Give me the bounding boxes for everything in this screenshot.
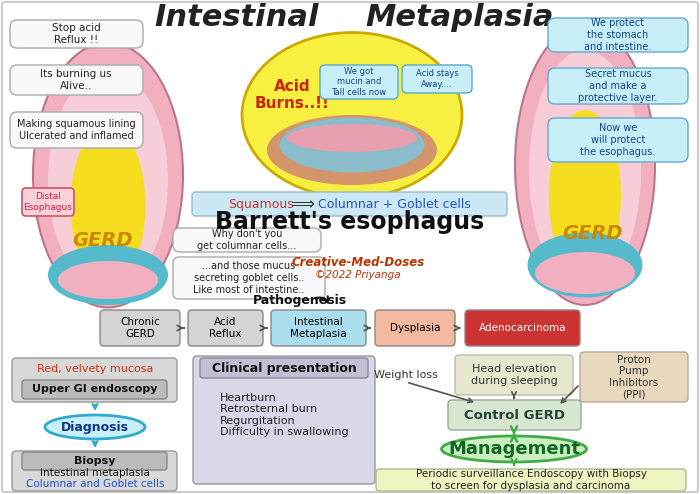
FancyBboxPatch shape xyxy=(448,400,581,430)
FancyBboxPatch shape xyxy=(22,380,167,399)
FancyBboxPatch shape xyxy=(465,310,580,346)
FancyBboxPatch shape xyxy=(188,310,263,346)
FancyBboxPatch shape xyxy=(10,20,143,48)
FancyBboxPatch shape xyxy=(100,310,180,346)
FancyBboxPatch shape xyxy=(548,118,688,162)
FancyBboxPatch shape xyxy=(455,355,573,395)
Text: ©2022 Priyanga: ©2022 Priyanga xyxy=(315,270,401,280)
Text: Head elevation
during sleeping: Head elevation during sleeping xyxy=(470,364,557,386)
FancyBboxPatch shape xyxy=(10,65,143,95)
Ellipse shape xyxy=(48,245,168,305)
Text: Metaplasia: Metaplasia xyxy=(365,3,554,33)
Text: GERD: GERD xyxy=(73,231,133,249)
Text: We protect
the stomach
and intestine.: We protect the stomach and intestine. xyxy=(584,18,652,51)
Text: Intestinal
Metaplasia: Intestinal Metaplasia xyxy=(290,317,346,339)
Text: Acid
Burns..!!: Acid Burns..!! xyxy=(255,79,330,111)
Text: Intestinal: Intestinal xyxy=(155,3,319,33)
Text: Pathogenesis: Pathogenesis xyxy=(253,293,347,306)
FancyBboxPatch shape xyxy=(10,112,143,148)
Ellipse shape xyxy=(287,124,417,152)
FancyBboxPatch shape xyxy=(375,310,455,346)
Text: Periodic surveillance Endoscopy with Biopsy
to screen for dysplasia and carcinom: Periodic surveillance Endoscopy with Bio… xyxy=(416,469,647,491)
Text: Upper GI endoscopy: Upper GI endoscopy xyxy=(32,384,158,394)
FancyBboxPatch shape xyxy=(192,192,507,216)
FancyBboxPatch shape xyxy=(402,65,472,93)
Ellipse shape xyxy=(535,252,635,294)
FancyBboxPatch shape xyxy=(580,352,688,402)
Text: Barrett's esophagus: Barrett's esophagus xyxy=(216,210,484,234)
Text: Biopsy: Biopsy xyxy=(74,456,116,466)
FancyBboxPatch shape xyxy=(320,65,398,99)
Text: Secret mucus
and make a
protective layer.: Secret mucus and make a protective layer… xyxy=(578,69,657,103)
Text: Heartburn
Retrosternal burn
Regurgitation
Difficulty in swallowing: Heartburn Retrosternal burn Regurgitatio… xyxy=(220,393,349,437)
Text: Acid stays
Away....: Acid stays Away.... xyxy=(416,69,458,89)
FancyBboxPatch shape xyxy=(193,356,375,484)
Text: Control GERD: Control GERD xyxy=(463,409,564,421)
Ellipse shape xyxy=(33,42,183,307)
Ellipse shape xyxy=(528,233,643,297)
FancyBboxPatch shape xyxy=(173,228,321,252)
Text: Acid
Reflux: Acid Reflux xyxy=(209,317,241,339)
Text: Diagnosis: Diagnosis xyxy=(61,420,129,434)
FancyBboxPatch shape xyxy=(22,452,167,470)
Ellipse shape xyxy=(242,33,462,198)
FancyBboxPatch shape xyxy=(12,358,177,402)
Ellipse shape xyxy=(442,436,587,462)
Ellipse shape xyxy=(48,70,168,290)
FancyBboxPatch shape xyxy=(376,469,686,491)
FancyBboxPatch shape xyxy=(173,257,325,299)
Text: Clinical presentation: Clinical presentation xyxy=(211,362,356,374)
Text: Stop acid
Reflux !!: Stop acid Reflux !! xyxy=(52,23,100,45)
Ellipse shape xyxy=(267,115,437,185)
FancyBboxPatch shape xyxy=(548,18,688,52)
Text: Its burning us
Alive..: Its burning us Alive.. xyxy=(40,69,112,91)
Text: ⟹: ⟹ xyxy=(290,195,314,213)
FancyBboxPatch shape xyxy=(22,188,74,216)
Text: Columnar and Goblet cells: Columnar and Goblet cells xyxy=(26,479,164,489)
FancyBboxPatch shape xyxy=(548,68,688,104)
Text: GERD: GERD xyxy=(563,223,623,243)
Text: Columnar + Goblet cells: Columnar + Goblet cells xyxy=(318,198,471,210)
Text: Now we
will protect
the esophagus.: Now we will protect the esophagus. xyxy=(580,124,656,157)
Text: Dysplasia: Dysplasia xyxy=(390,323,440,333)
Text: Why don't you
get columnar cells...: Why don't you get columnar cells... xyxy=(197,229,297,251)
Text: Proton
Pump
Inhibitors
(PPI): Proton Pump Inhibitors (PPI) xyxy=(610,355,659,400)
Text: Red, velvety mucosa: Red, velvety mucosa xyxy=(37,364,153,374)
FancyBboxPatch shape xyxy=(12,451,177,491)
Ellipse shape xyxy=(549,110,621,280)
Text: Creative-Med-Doses: Creative-Med-Doses xyxy=(291,255,425,269)
Text: Weight loss: Weight loss xyxy=(374,370,438,380)
FancyBboxPatch shape xyxy=(200,358,368,378)
Text: Adenocarcinoma: Adenocarcinoma xyxy=(479,323,566,333)
Ellipse shape xyxy=(45,415,145,439)
Text: Making squamous lining
Ulcerated and inflamed: Making squamous lining Ulcerated and inf… xyxy=(17,119,135,141)
Text: We got
mucin and
Tall cells now: We got mucin and Tall cells now xyxy=(331,67,386,97)
FancyBboxPatch shape xyxy=(271,310,366,346)
Ellipse shape xyxy=(529,50,641,290)
Ellipse shape xyxy=(71,125,146,285)
Ellipse shape xyxy=(515,25,655,305)
Text: Squamous: Squamous xyxy=(228,198,294,210)
Text: Chronic
GERD: Chronic GERD xyxy=(120,317,160,339)
Text: Management: Management xyxy=(448,440,580,458)
Text: ...and those mucus
secreting goblet cells..
Like most of intestine..: ...and those mucus secreting goblet cell… xyxy=(193,261,304,294)
Text: Distal
Esophagus: Distal Esophagus xyxy=(24,192,72,212)
Text: Intestinal metaplasia: Intestinal metaplasia xyxy=(40,468,150,478)
Ellipse shape xyxy=(279,118,424,172)
Ellipse shape xyxy=(58,261,158,299)
